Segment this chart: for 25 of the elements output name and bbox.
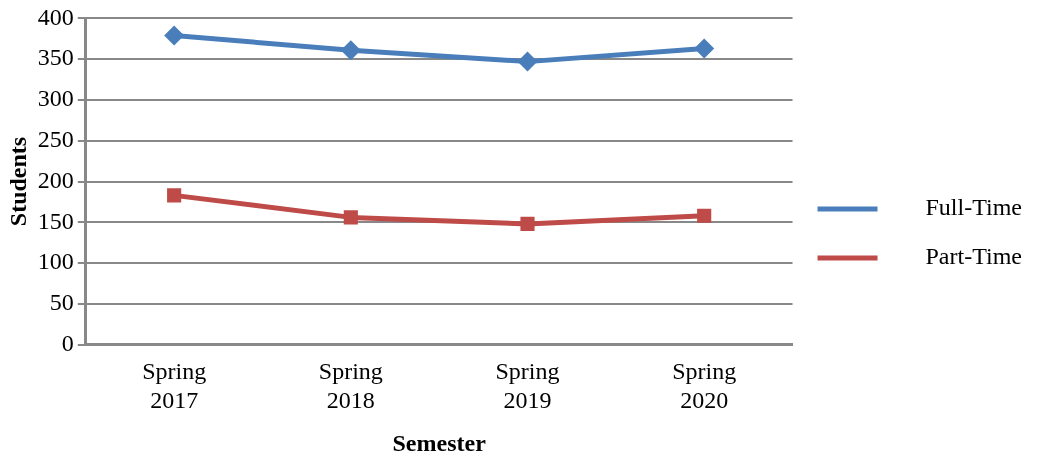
y-tick-label: 250 (37, 126, 74, 153)
y-tick-label: 0 (61, 329, 74, 356)
y-tick-label: 300 (37, 85, 74, 112)
x-tick-label: Spring 2019 (495, 358, 560, 414)
point (164, 25, 185, 46)
x-tick-label: Spring 2017 (142, 358, 207, 414)
point (694, 38, 715, 59)
y-tick-label: 350 (37, 44, 74, 71)
y-tick-label: 50 (49, 289, 74, 316)
x-tick-label: Spring 2018 (318, 358, 383, 414)
legend-label: Full-Time (889, 194, 1022, 221)
y-tick-label: 150 (37, 207, 74, 234)
y-axis-title: Students (4, 136, 31, 227)
y-tick-label: 200 (37, 166, 74, 193)
point (517, 51, 538, 72)
point (340, 40, 361, 61)
y-tick-label: 100 (37, 248, 74, 275)
y-tick-label: 400 (37, 3, 74, 30)
point (520, 216, 535, 231)
point (343, 210, 358, 225)
x-tick-label: Spring 2020 (672, 358, 737, 414)
point (167, 188, 182, 203)
x-axis-title: Semester (392, 429, 487, 456)
point (697, 208, 712, 223)
legend-label: Part-Time (889, 243, 1022, 270)
